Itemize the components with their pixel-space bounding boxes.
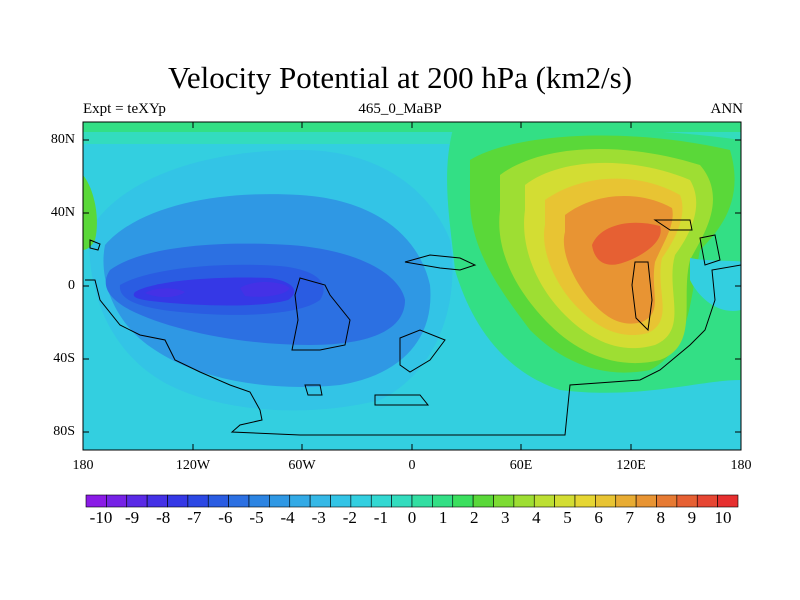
- colorbar-swatch: [513, 494, 535, 508]
- lat-label-80n: 80N: [50, 132, 75, 147]
- colorbar-swatch: [411, 494, 433, 508]
- colorbar-swatch: [595, 494, 617, 508]
- coastline-island-1: [399, 329, 446, 373]
- colorbar-swatch: [370, 494, 392, 508]
- colorbar-swatch: [391, 494, 413, 508]
- lat-label-80s: 80S: [53, 424, 75, 439]
- colorbar-tick-label: 1: [438, 508, 448, 527]
- lon-label-60w: 60W: [288, 458, 316, 473]
- colorbar-tick-label: 5: [563, 508, 572, 527]
- coastline-island-7: [89, 239, 101, 251]
- colorbar-tick-label: 2: [469, 508, 479, 527]
- coastline-island-2: [374, 394, 430, 406]
- colorbar-tick-label: -2: [342, 508, 357, 527]
- colorbar-swatch: [635, 494, 657, 508]
- colorbar-swatch: [676, 494, 698, 508]
- colorbar-tick-label: 3: [501, 508, 510, 527]
- coastline-island-6: [304, 384, 323, 396]
- colorbar-tick-label: 7: [625, 508, 634, 527]
- colorbar-tick-label: -3: [311, 508, 326, 527]
- colorbar-swatch: [85, 494, 107, 508]
- colorbar-swatch: [106, 494, 128, 508]
- colorbar-tick-label: -8: [156, 508, 171, 527]
- lon-label-60e: 60E: [509, 458, 533, 473]
- coastlines: [85, 219, 741, 436]
- colorbar-tick-label: 10: [714, 508, 732, 527]
- coastline-south: [85, 264, 741, 436]
- colorbar-swatch: [656, 494, 678, 508]
- colorbar-tick-label: -10: [89, 508, 113, 527]
- colorbar-tick-label: 8: [656, 508, 666, 527]
- lat-label-0: 0: [68, 278, 75, 293]
- colorbar-tick-label: -6: [218, 508, 233, 527]
- contour-neg-6: [240, 282, 290, 297]
- colorbar-swatch: [146, 494, 168, 508]
- coastline-island-3: [653, 219, 693, 231]
- colorbar-swatch: [574, 494, 596, 508]
- colorbar-tick-label: -7: [187, 508, 202, 527]
- coastline-island-4: [631, 261, 653, 332]
- case-label: 465_0_MaBP: [358, 101, 442, 117]
- colorbar-swatch: [228, 494, 250, 508]
- colorbar-tick-label: 6: [594, 508, 603, 527]
- colorbar-swatch: [432, 494, 454, 508]
- colorbar-tick-label: -5: [249, 508, 264, 527]
- colorbar: [85, 494, 739, 508]
- coastline-north-central: [404, 254, 477, 271]
- lon-label-120w: 120W: [175, 458, 211, 473]
- colorbar-swatch: [493, 494, 515, 508]
- coastline-island-5: [699, 234, 721, 266]
- lon-label-180w: 180: [72, 458, 94, 473]
- colorbar-swatch: [126, 494, 148, 508]
- colorbar-swatch: [187, 494, 209, 508]
- lon-label-180e: 180: [730, 458, 752, 473]
- colorbar-swatch: [452, 494, 474, 508]
- lat-label-40s: 40S: [53, 351, 75, 366]
- lon-label-120e: 120E: [616, 458, 646, 473]
- season-label: ANN: [710, 101, 744, 117]
- ticks: [82, 122, 742, 450]
- colorbar-swatch: [289, 494, 311, 508]
- colorbar-swatch: [167, 494, 189, 508]
- colorbar-swatch: [533, 494, 555, 508]
- colorbar-tick-label: -1: [373, 508, 388, 527]
- colorbar-swatch: [350, 494, 372, 508]
- contour-field: [83, 122, 741, 450]
- colorbar-swatch: [554, 494, 576, 508]
- colorbar-tick-label: 4: [532, 508, 541, 527]
- lon-label-0: 0: [408, 458, 416, 473]
- colorbar-tick-label: 9: [687, 508, 697, 527]
- colorbar-swatch: [717, 494, 739, 508]
- colorbar-swatch: [207, 494, 229, 508]
- map-title: Velocity Potential at 200 hPa (km2/s): [167, 60, 633, 95]
- colorbar-swatch: [696, 494, 718, 508]
- colorbar-swatch: [309, 494, 331, 508]
- contour-west-edge: [83, 175, 97, 250]
- colorbar-tick-label: -9: [125, 508, 140, 527]
- colorbar-swatch: [330, 494, 352, 508]
- colorbar-tick-label: 0: [407, 508, 417, 527]
- contour-east-low: [690, 258, 741, 311]
- colorbar-tick-label: -4: [280, 508, 295, 527]
- experiment-label: Expt = teXYp: [83, 101, 166, 117]
- lat-label-40n: 40N: [50, 205, 75, 220]
- contour-pos-7: [592, 222, 661, 265]
- contour-neg-7: [145, 288, 185, 298]
- coastline-central: [291, 277, 351, 351]
- colorbar-swatch: [615, 494, 637, 508]
- colorbar-swatch: [472, 494, 494, 508]
- colorbar-swatch: [269, 494, 291, 508]
- colorbar-swatch: [248, 494, 270, 508]
